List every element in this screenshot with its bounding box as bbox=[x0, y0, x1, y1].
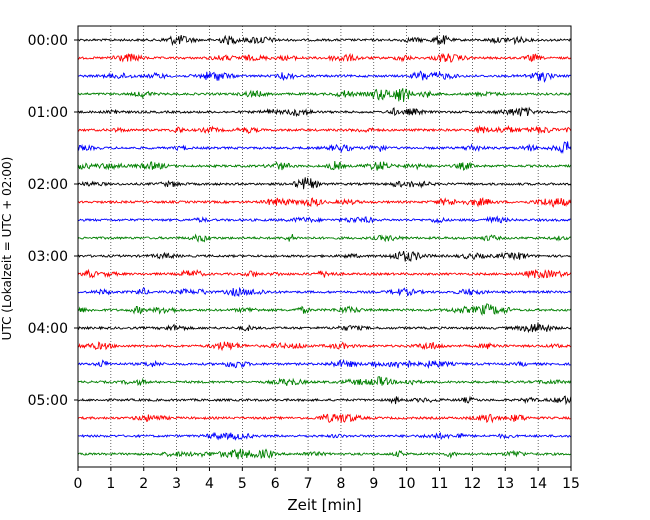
x-tick-label: 10 bbox=[398, 476, 416, 492]
trace-0115 bbox=[77, 124, 572, 135]
trace-0015 bbox=[77, 52, 572, 63]
seismogram-traces bbox=[77, 34, 572, 460]
trace-0200 bbox=[77, 177, 572, 190]
x-tick-label: 13 bbox=[496, 476, 514, 492]
trace-0300 bbox=[77, 250, 571, 263]
x-tick-label: 1 bbox=[106, 476, 115, 492]
x-tick-label: 7 bbox=[304, 476, 313, 492]
y-axis-label: UTC (Lokalzeit = UTC + 02:00) bbox=[0, 157, 14, 341]
trace-0445 bbox=[77, 376, 572, 386]
y-tick-label: 02:00 bbox=[28, 177, 68, 193]
y-tick-label: 04:00 bbox=[28, 321, 68, 337]
x-axis-ticks: 0 1 2 3 4 5 6 7 8 9 10 11 12 13 14 15 bbox=[74, 467, 580, 492]
trace-0145 bbox=[77, 160, 572, 171]
x-tick-label: 9 bbox=[369, 476, 378, 492]
trace-0000 bbox=[77, 34, 572, 47]
trace-0400 bbox=[77, 322, 572, 334]
trace-0330 bbox=[77, 286, 572, 298]
trace-0530 bbox=[77, 432, 572, 441]
x-tick-label: 8 bbox=[336, 476, 345, 492]
y-tick-label: 00:00 bbox=[28, 33, 68, 49]
trace-0100 bbox=[77, 106, 572, 118]
trace-0545 bbox=[77, 448, 572, 460]
trace-0030 bbox=[77, 70, 572, 83]
trace-0430 bbox=[77, 358, 571, 369]
x-tick-label: 15 bbox=[562, 476, 580, 492]
trace-0230 bbox=[77, 215, 572, 225]
grid-lines bbox=[110, 26, 539, 467]
x-axis-label: Zeit [min] bbox=[287, 496, 361, 514]
trace-0515 bbox=[77, 413, 571, 424]
y-tick-label: 05:00 bbox=[28, 393, 68, 409]
trace-0130 bbox=[77, 141, 572, 155]
x-tick-label: 2 bbox=[139, 476, 148, 492]
x-tick-label: 12 bbox=[463, 476, 481, 492]
x-tick-label: 0 bbox=[74, 476, 83, 492]
x-tick-label: 4 bbox=[205, 476, 214, 492]
y-tick-label: 01:00 bbox=[28, 105, 68, 121]
trace-0045 bbox=[77, 88, 572, 103]
trace-0215 bbox=[77, 196, 572, 208]
x-tick-label: 3 bbox=[172, 476, 181, 492]
x-tick-label: 5 bbox=[238, 476, 247, 492]
trace-0245 bbox=[77, 233, 572, 243]
x-tick-label: 14 bbox=[529, 476, 547, 492]
x-tick-label: 11 bbox=[431, 476, 449, 492]
y-axis-ticks: 00:00 01:00 02:00 03:00 04:00 05:00 bbox=[28, 33, 78, 409]
y-tick-label: 03:00 bbox=[28, 249, 68, 265]
trace-0500 bbox=[77, 395, 572, 406]
trace-0315 bbox=[77, 268, 572, 279]
x-tick-label: 6 bbox=[271, 476, 280, 492]
trace-0345 bbox=[77, 303, 572, 317]
trace-0415 bbox=[77, 341, 572, 352]
plot-frame bbox=[77, 25, 572, 468]
